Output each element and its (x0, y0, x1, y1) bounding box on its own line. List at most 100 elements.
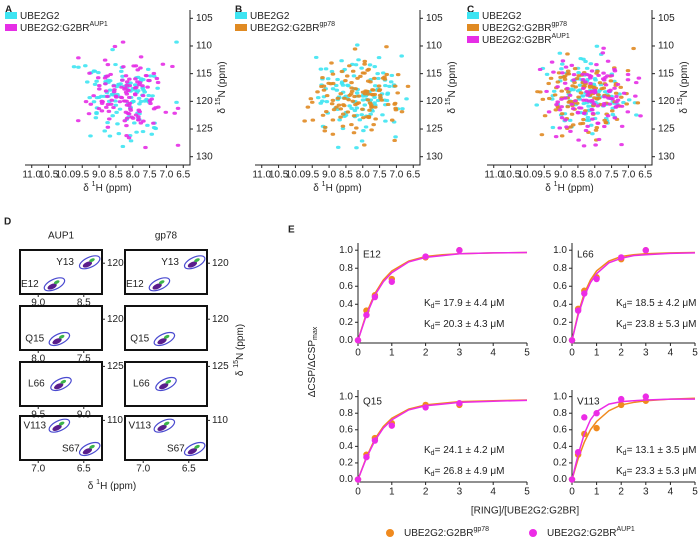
x-tick-label: 5 (692, 348, 698, 359)
spectrum-peak (354, 43, 360, 47)
spectrum-peak (330, 87, 336, 91)
spectrum-peak (140, 93, 146, 98)
spectrum-peak (111, 105, 116, 110)
spectrum-peak (372, 105, 378, 109)
spectrum-peak (354, 146, 359, 150)
y-tick-label: 0.8 (553, 408, 567, 419)
spectrum-peak (554, 103, 559, 107)
spectrum-peak (367, 63, 373, 67)
spectrum-peak (626, 98, 632, 102)
contour-outline (153, 331, 176, 347)
spectrum-peak (618, 85, 624, 89)
column-title: AUP1 (48, 231, 75, 242)
y-axis-label-part: 15 (445, 97, 452, 105)
spectrum-peak (353, 87, 358, 91)
y-tick-label: 0.8 (339, 408, 353, 419)
spectrum-peak (147, 78, 152, 83)
legend-label: UBE2G2 (250, 11, 290, 22)
kd-label-part: = 23.3 ± 5.3 μM (627, 466, 697, 477)
x-tick-label: 7.5 (373, 170, 387, 181)
x-tick-label: 4 (668, 487, 674, 498)
y-tick-label: 120 (107, 258, 124, 269)
spectrum-peak (534, 103, 540, 107)
spectrum-peak (322, 129, 328, 133)
kd-label-part: K (616, 445, 623, 456)
y-tick-label: 1.0 (339, 391, 353, 402)
spectrum-peak (548, 76, 554, 80)
spectrum-peak (582, 111, 587, 115)
spectrum-peak (106, 117, 112, 121)
spectrum-peak (338, 115, 343, 119)
legend-marker (386, 529, 394, 537)
spectrum-peak (376, 88, 382, 93)
contour-outline (50, 376, 72, 392)
spectrum-peak (603, 75, 608, 80)
spectrum-peak (348, 92, 354, 96)
spectrum-peak (393, 135, 398, 139)
legend-label: UBE2G2:G2BRAUP1 (547, 526, 635, 539)
spectrum-peak (581, 98, 586, 102)
spectrum-peak (369, 128, 374, 132)
x-tick-label: 8.5 (77, 298, 91, 309)
x-tick-label: 3 (457, 487, 463, 498)
spectrum-peak (578, 91, 584, 95)
spectrum-peak (91, 100, 97, 104)
spectrum-peak (550, 125, 556, 130)
contour-peak (163, 421, 170, 426)
kd-label-part: = 13.1 ± 3.5 μM (627, 445, 697, 456)
spectrum-peak (318, 67, 324, 71)
spectrum-peak (115, 122, 120, 126)
kd-label-part: d (431, 471, 435, 478)
spectrum-peak (340, 112, 346, 116)
spectrum-peak (113, 103, 119, 107)
x-tick-label: 5 (524, 487, 530, 498)
panel-label: D (4, 217, 11, 228)
spectrum-peak (125, 111, 131, 115)
spectrum-peak (539, 133, 545, 137)
spectrum-peak (575, 111, 581, 115)
spectrum-peak (351, 114, 357, 118)
legend-label-part: UBE2G2:G2BR (482, 35, 551, 46)
legend-label: UBE2G2 (482, 11, 522, 22)
x-axis-label-part: 1 (96, 479, 100, 486)
spectrum-peak (124, 80, 130, 84)
spectrum-peak (560, 59, 566, 63)
spectrum-box (124, 361, 208, 407)
legend-label: UBE2G2:G2BRgp78 (404, 526, 489, 539)
data-point (581, 290, 588, 297)
y-tick-label: 110 (212, 415, 228, 426)
data-point (642, 393, 649, 400)
kd-label-part: = 26.8 ± 4.9 μM (435, 466, 505, 477)
spectrum-peak (588, 90, 593, 94)
spectrum-peak (136, 117, 141, 122)
contour-peak (58, 421, 65, 426)
spectrum-peak (132, 86, 138, 90)
spectrum-peak (110, 114, 115, 118)
spectrum-peak (366, 115, 372, 120)
spectrum-peak (323, 67, 329, 71)
y-tick-label: 0.6 (339, 424, 353, 435)
spectrum-peak (621, 91, 627, 95)
x-tick-label: 1 (389, 348, 395, 359)
spectrum-peak (315, 90, 320, 94)
legend-label-part: UBE2G2 (20, 11, 60, 22)
spectrum-peak (615, 82, 621, 87)
contour-outline (78, 441, 101, 457)
kd-label-part: d (431, 324, 435, 331)
x-tick-label: 2 (618, 348, 624, 359)
spectrum-peak (562, 81, 568, 85)
y-tick-label: 0.8 (339, 263, 353, 274)
spectrum-peak (377, 93, 383, 97)
spectrum-peak (143, 145, 148, 150)
spectrum-peak (613, 105, 619, 109)
spectrum-peak (621, 100, 626, 105)
spectrum-peak (600, 51, 606, 55)
spectrum-peak (132, 93, 138, 97)
spectrum-peak (128, 107, 133, 111)
spectrum-peak (110, 47, 115, 52)
y-tick-label: 0.2 (339, 458, 353, 469)
spectrum-peak (576, 138, 581, 142)
data-point (618, 254, 625, 261)
y-tick-label: 110 (658, 41, 674, 52)
spectrum-peak (365, 98, 371, 102)
